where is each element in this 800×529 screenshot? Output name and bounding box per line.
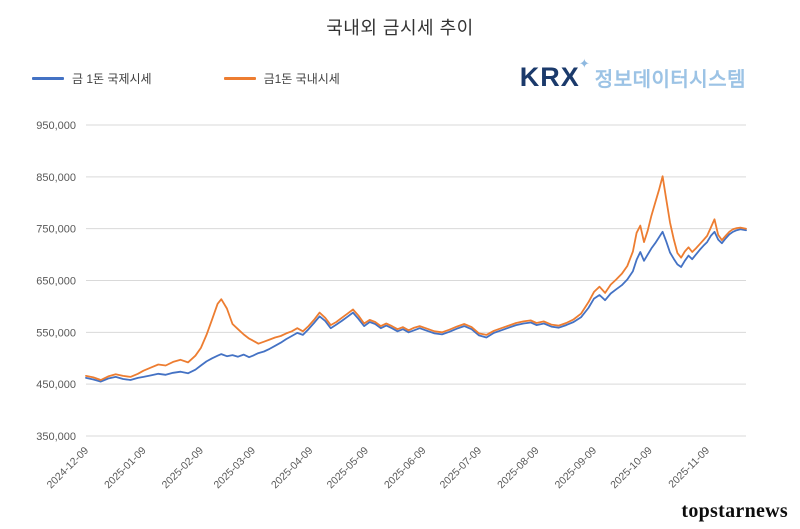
krx-logo: KRX ✦ 정보데이터시스템 bbox=[519, 56, 746, 93]
y-tick-label: 850,000 bbox=[36, 172, 76, 184]
y-tick-label: 550,000 bbox=[36, 327, 76, 339]
x-axis-labels: 2024-12-09 2025-01-09 2025-02-09 2025-03-09… bbox=[45, 445, 713, 492]
legend-label-international: 금 1돈 국제시세 bbox=[72, 72, 152, 86]
series-line-1 bbox=[85, 175, 747, 381]
x-tick-label: 2025-06-09 bbox=[382, 445, 429, 492]
y-tick-label: 450,000 bbox=[36, 379, 76, 391]
x-tick-label: 2025-11-09 bbox=[666, 445, 712, 491]
krx-subtitle: 정보데이터시스템 bbox=[594, 69, 746, 91]
legend-label-domestic: 금1돈 국내시세 bbox=[263, 72, 340, 86]
x-tick-label: 2025-03-09 bbox=[212, 445, 259, 492]
legend-swatch-international bbox=[32, 77, 64, 80]
legend-item-international: 금 1돈 국제시세 bbox=[32, 70, 152, 87]
page-title: 국내외 금시세 추이 bbox=[326, 18, 474, 38]
legend: 금 1돈 국제시세 금1돈 국내시세 bbox=[32, 70, 340, 87]
x-tick-label: 2025-05-09 bbox=[325, 445, 372, 492]
y-tick-label: 950,000 bbox=[36, 120, 76, 132]
y-tick-label: 650,000 bbox=[36, 276, 76, 288]
x-tick-label: 2025-08-09 bbox=[495, 445, 542, 492]
x-tick-label: 2024-12-09 bbox=[45, 445, 92, 492]
sparkle-icon: ✦ bbox=[578, 56, 591, 71]
x-tick-label: 2025-04-09 bbox=[269, 445, 316, 492]
y-tick-label: 750,000 bbox=[36, 224, 76, 236]
krx-text: KRX bbox=[519, 62, 580, 92]
y-axis-labels: 350,000 450,000 550,000 650,000 750,000 850,0… bbox=[36, 120, 76, 443]
x-tick-label: 2025-09-09 bbox=[553, 445, 600, 492]
legend-swatch-domestic bbox=[223, 77, 256, 80]
watermark-topstarnews: topstarnews bbox=[681, 500, 788, 522]
krx-wordmark: KRX ✦ bbox=[519, 56, 590, 93]
gridlines bbox=[86, 124, 746, 437]
series-line-0 bbox=[85, 228, 747, 383]
legend-item-domestic: 금1돈 국내시세 bbox=[223, 70, 340, 87]
x-tick-label: 2025-10-09 bbox=[608, 445, 655, 492]
x-tick-label: 2025-01-09 bbox=[102, 445, 149, 492]
y-tick-label: 350,000 bbox=[36, 431, 76, 443]
x-tick-label: 2025-02-09 bbox=[160, 445, 207, 492]
x-tick-label: 2025-07-09 bbox=[438, 445, 485, 492]
